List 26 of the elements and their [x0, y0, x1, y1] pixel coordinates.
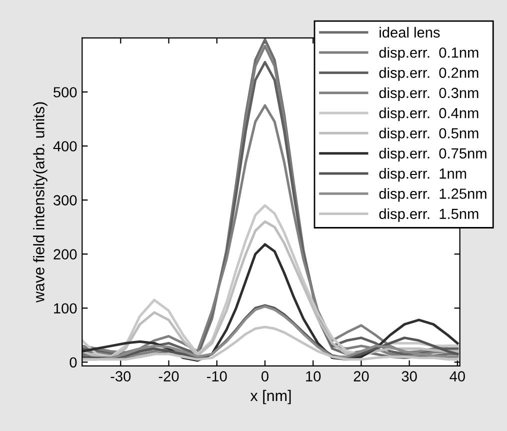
- x-tick-label: -10: [206, 371, 227, 382]
- y-tick-label: 500: [54, 87, 77, 98]
- x-tick-label: -20: [158, 371, 179, 382]
- x-tick-label: 10: [306, 371, 321, 382]
- y-tick-label: 200: [54, 249, 77, 260]
- legend-label: disp.err. 0.5nm: [379, 128, 478, 142]
- legend-label: disp.err. 1.5nm: [379, 208, 478, 222]
- legend-label: disp.err. 1.25nm: [379, 188, 486, 202]
- legend-label: disp.err. 0.3nm: [379, 87, 478, 101]
- legend-label: disp.err. 0.75nm: [379, 148, 486, 162]
- legend-label: disp.err. 0.2nm: [379, 67, 478, 81]
- y-tick-label: 400: [53, 141, 77, 152]
- y-tick-label: 300: [54, 195, 77, 206]
- legend-label: ideal lens: [380, 26, 440, 38]
- x-tick-label: -30: [110, 371, 131, 382]
- x-tick-label: 20: [354, 371, 369, 382]
- y-axis-title: wave field intensity(arb. units): [33, 102, 48, 303]
- legend-label: disp.err. 0.1nm: [379, 47, 478, 61]
- y-tick-label: 100: [54, 303, 77, 314]
- x-tick-label: 30: [402, 371, 417, 382]
- x-tick-label: 0: [261, 371, 268, 382]
- x-tick-label: 40: [450, 371, 465, 382]
- legend-label: disp.err. 0.4nm: [379, 108, 478, 122]
- legend-label: disp.err. 1nm: [379, 168, 466, 182]
- x-axis-title: x [nm]: [250, 390, 291, 404]
- y-tick-label: 0: [70, 357, 77, 368]
